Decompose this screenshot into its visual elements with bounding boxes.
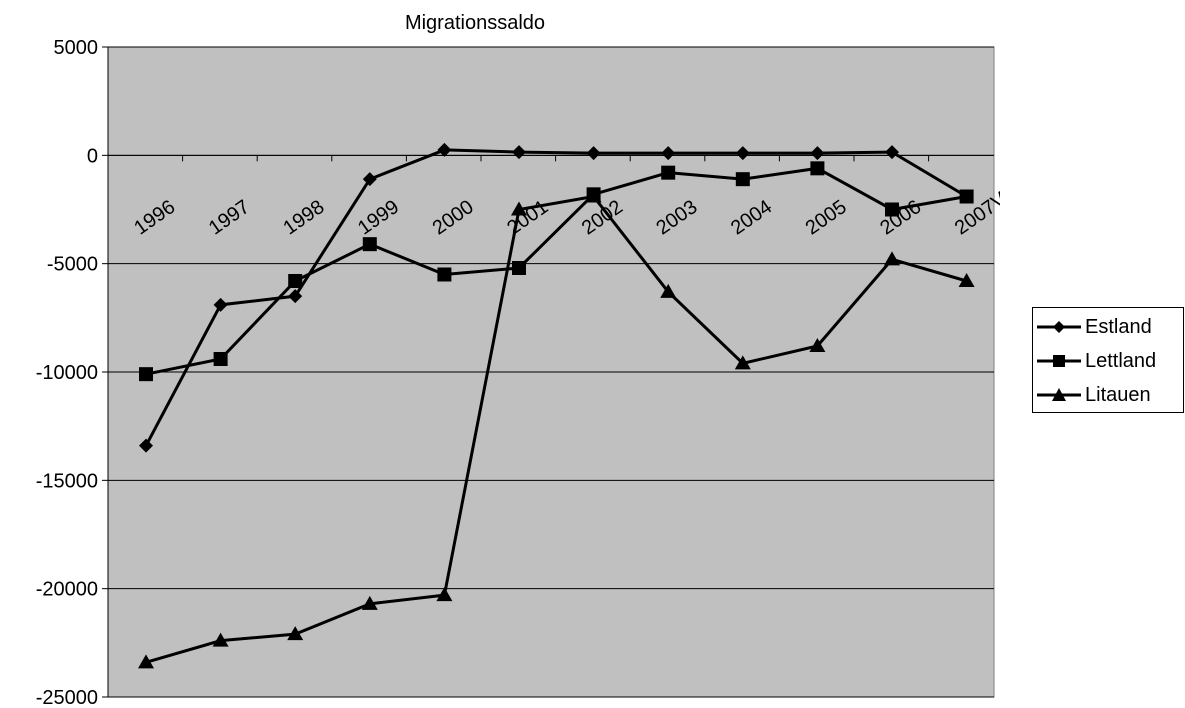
diamond-point [437, 142, 452, 157]
diamond-point [288, 289, 303, 304]
triangle-point [884, 251, 900, 266]
square-point [437, 267, 452, 282]
series-line-estland [144, 148, 968, 447]
triangle-point [361, 595, 378, 610]
legend: Estland Lettland Litauen [1032, 307, 1184, 413]
legend-item-lettland: Lettland [1037, 346, 1156, 376]
legend-label: Litauen [1085, 383, 1151, 406]
series-line-litauen [145, 194, 968, 664]
diamond-point [213, 297, 228, 312]
triangle-point [511, 201, 527, 216]
square-point [139, 367, 153, 382]
y-tick-label: 5000 [54, 37, 99, 59]
diamond-point [139, 438, 153, 453]
triangle-point [436, 587, 453, 602]
legend-item-litauen: Litauen [1037, 380, 1151, 410]
triangle-point [734, 355, 751, 370]
diamond-point [885, 145, 899, 160]
legend-label: Estland [1085, 315, 1152, 338]
diamond-point [661, 146, 676, 161]
diamond-marker-icon [1037, 321, 1081, 333]
square-point [959, 189, 974, 204]
series-line-lettland [145, 166, 967, 376]
chart-title: Migrationssaldo [404, 12, 546, 34]
legend-label: Lettland [1085, 349, 1157, 372]
diamond-point [362, 172, 377, 187]
square-point [885, 202, 899, 217]
triangle-point [287, 626, 304, 641]
square-point [512, 261, 526, 275]
y-tick-label: -20000 [36, 579, 98, 601]
y-tick-label: -15000 [36, 470, 98, 492]
diamond-point [810, 146, 825, 161]
y-tick-label: 0 [87, 145, 98, 167]
square-point [810, 161, 825, 176]
square-marker-icon [1037, 355, 1081, 367]
triangle-point [809, 338, 826, 352]
y-tick-label: -25000 [36, 687, 98, 708]
diamond-point [735, 146, 750, 161]
square-point [735, 172, 750, 187]
square-point [661, 165, 676, 180]
square-point [362, 237, 377, 252]
legend-item-estland: Estland [1037, 312, 1152, 342]
triangle-point [958, 273, 975, 287]
triangle-point [585, 188, 602, 203]
square-point [213, 352, 228, 366]
triangle-point [138, 654, 154, 669]
diamond-point [512, 145, 526, 160]
y-tick-label: -5000 [47, 254, 98, 276]
triangle-point [660, 283, 677, 298]
square-point [288, 274, 303, 288]
diamond-point [586, 146, 601, 161]
y-tick-label: -10000 [36, 362, 98, 384]
triangle-point [212, 632, 229, 647]
triangle-marker-icon [1037, 388, 1081, 401]
